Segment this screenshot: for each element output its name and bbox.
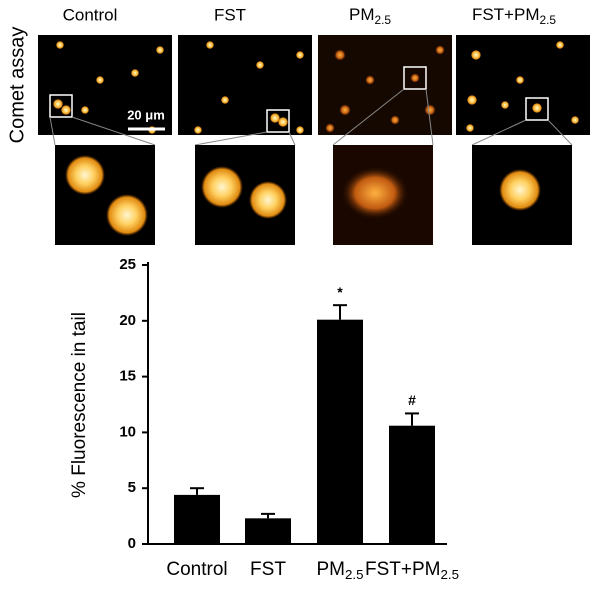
- y-axis-label: % Fluorescence in tail: [69, 312, 90, 498]
- x-tick-label: FST: [250, 559, 286, 580]
- bar: [389, 425, 435, 544]
- bar: [317, 319, 363, 544]
- scale-bar-label: 20 μm: [127, 107, 165, 122]
- panel-label: FST: [214, 5, 246, 24]
- y-tick-label: 0: [128, 535, 136, 552]
- y-tick-label: 15: [119, 368, 136, 385]
- panel-label: PM2.5: [349, 5, 391, 27]
- y-tick-label: 5: [128, 479, 136, 496]
- panel-label: Control: [63, 5, 118, 24]
- y-tick-label: 20: [119, 312, 136, 329]
- y-tick-label: 10: [119, 423, 136, 440]
- bar: [245, 518, 291, 544]
- row-label: Comet assay: [6, 27, 28, 144]
- x-tick-label: PM2.5: [317, 559, 364, 582]
- image-panels: 20 μm: [38, 35, 590, 245]
- x-tick-label: FST+PM2.5: [365, 559, 459, 582]
- bar: [174, 494, 220, 544]
- y-tick-label: 25: [119, 256, 136, 273]
- significance-mark: #: [408, 392, 416, 408]
- panel-label: FST+PM2.5: [472, 5, 556, 27]
- significance-mark: *: [337, 284, 343, 300]
- x-tick-label: Control: [166, 559, 227, 580]
